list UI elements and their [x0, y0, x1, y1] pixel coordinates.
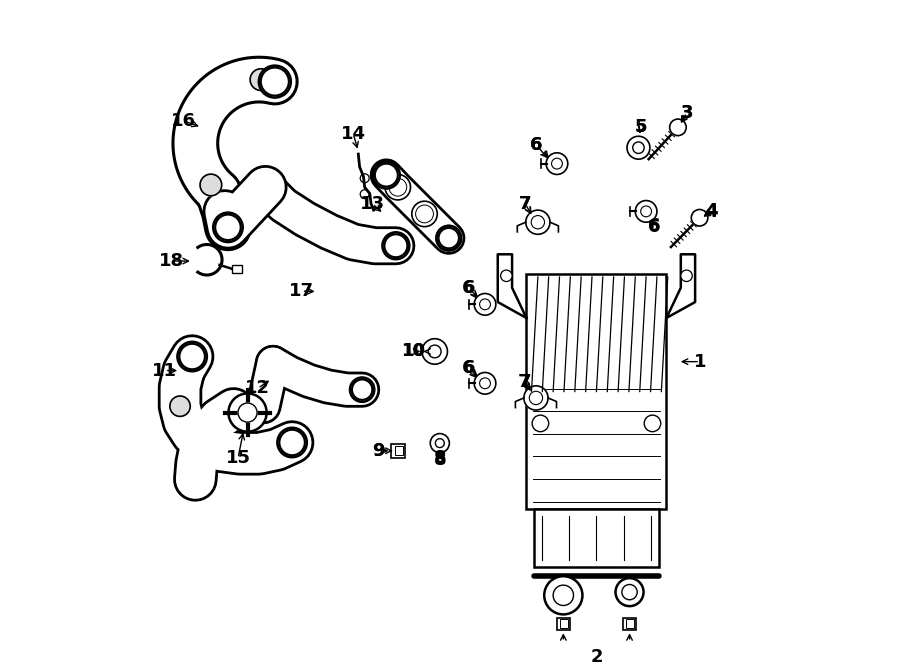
- Text: 18: 18: [158, 252, 184, 270]
- Text: 16: 16: [171, 112, 196, 130]
- Text: 6: 6: [530, 136, 543, 154]
- Circle shape: [384, 234, 408, 258]
- Text: 10: 10: [402, 342, 425, 360]
- Text: 6: 6: [463, 359, 475, 377]
- Circle shape: [179, 344, 205, 369]
- Circle shape: [552, 158, 562, 169]
- Circle shape: [438, 228, 459, 248]
- Text: 1: 1: [694, 353, 706, 371]
- Circle shape: [258, 65, 292, 98]
- Circle shape: [215, 214, 240, 240]
- Circle shape: [250, 69, 272, 91]
- Circle shape: [177, 342, 207, 372]
- Circle shape: [229, 393, 266, 432]
- Circle shape: [261, 68, 289, 95]
- Text: 2: 2: [590, 648, 603, 662]
- Circle shape: [352, 379, 373, 400]
- Bar: [526, 274, 667, 509]
- Circle shape: [480, 378, 491, 389]
- Text: 7: 7: [519, 373, 531, 391]
- Text: 12: 12: [245, 379, 270, 397]
- Circle shape: [532, 415, 549, 432]
- Text: 9: 9: [373, 442, 385, 460]
- Text: 13: 13: [360, 195, 385, 213]
- Circle shape: [524, 386, 548, 410]
- Circle shape: [616, 578, 644, 606]
- Circle shape: [544, 576, 582, 614]
- Text: 11: 11: [152, 361, 177, 379]
- Circle shape: [212, 212, 243, 242]
- Circle shape: [529, 391, 543, 404]
- Text: 5: 5: [634, 118, 647, 136]
- Circle shape: [531, 216, 544, 229]
- Circle shape: [373, 161, 400, 189]
- Text: 9: 9: [373, 442, 385, 460]
- Circle shape: [474, 293, 496, 315]
- Text: 17: 17: [289, 282, 314, 300]
- Text: 6: 6: [463, 279, 474, 297]
- Circle shape: [422, 339, 447, 364]
- Text: 4: 4: [705, 203, 717, 220]
- Text: 5: 5: [634, 118, 647, 136]
- Circle shape: [526, 210, 550, 234]
- Circle shape: [277, 427, 308, 458]
- Circle shape: [428, 345, 441, 358]
- Circle shape: [436, 225, 462, 251]
- Text: 3: 3: [680, 105, 693, 122]
- Text: 7: 7: [518, 373, 531, 391]
- Circle shape: [375, 164, 398, 187]
- Text: 3: 3: [680, 104, 693, 122]
- Circle shape: [200, 174, 221, 196]
- Text: 6: 6: [463, 359, 474, 377]
- Circle shape: [627, 136, 650, 159]
- Circle shape: [436, 225, 462, 251]
- Text: 7: 7: [519, 195, 531, 213]
- Circle shape: [633, 142, 644, 154]
- Circle shape: [430, 434, 449, 453]
- Bar: [232, 265, 242, 273]
- Text: 6: 6: [463, 279, 475, 297]
- Circle shape: [500, 270, 512, 281]
- Circle shape: [349, 377, 375, 402]
- Bar: [623, 618, 636, 630]
- Circle shape: [389, 178, 407, 196]
- Text: 15: 15: [226, 449, 250, 467]
- Circle shape: [416, 205, 434, 223]
- Circle shape: [238, 403, 257, 422]
- Text: 4: 4: [705, 203, 717, 221]
- Circle shape: [680, 270, 692, 281]
- Circle shape: [382, 232, 410, 260]
- Circle shape: [474, 373, 496, 394]
- Circle shape: [635, 201, 657, 222]
- Text: 8: 8: [434, 449, 446, 467]
- Bar: [392, 444, 405, 458]
- Circle shape: [670, 119, 686, 136]
- Bar: [534, 509, 659, 567]
- Text: 6: 6: [647, 218, 660, 236]
- Circle shape: [385, 175, 410, 200]
- Circle shape: [377, 166, 395, 184]
- Circle shape: [546, 153, 568, 175]
- Circle shape: [374, 162, 399, 188]
- Text: 6: 6: [530, 136, 543, 154]
- Circle shape: [644, 415, 661, 432]
- Circle shape: [691, 209, 708, 226]
- Bar: [394, 446, 403, 455]
- Text: 8: 8: [434, 451, 446, 469]
- Circle shape: [440, 229, 457, 247]
- Text: 6: 6: [647, 217, 660, 235]
- Text: 10: 10: [400, 342, 424, 360]
- Text: 14: 14: [341, 124, 365, 143]
- Circle shape: [412, 201, 437, 226]
- Circle shape: [436, 439, 445, 448]
- Bar: [557, 618, 570, 630]
- Bar: [560, 620, 568, 628]
- Circle shape: [641, 206, 652, 216]
- Circle shape: [170, 396, 190, 416]
- Text: 7: 7: [519, 195, 531, 213]
- Circle shape: [279, 430, 305, 455]
- Circle shape: [480, 299, 491, 310]
- Bar: [626, 620, 634, 628]
